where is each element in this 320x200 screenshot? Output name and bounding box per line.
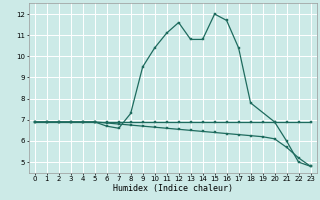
X-axis label: Humidex (Indice chaleur): Humidex (Indice chaleur) [113, 184, 233, 193]
